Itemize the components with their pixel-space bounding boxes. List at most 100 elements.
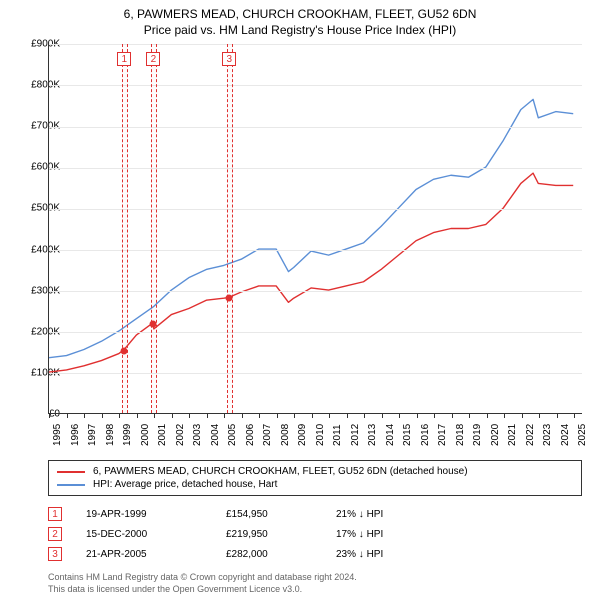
sales-row: 2 15-DEC-2000£219,95017% ↓ HPI [48, 524, 582, 544]
footer-line1: Contains HM Land Registry data © Crown c… [48, 572, 582, 584]
x-tick-label: 2012 [350, 424, 361, 446]
x-tick-label: 2025 [577, 424, 588, 446]
sales-row-date: 19-APR-1999 [86, 509, 226, 520]
x-tick-label: 2016 [420, 424, 431, 446]
legend-item: HPI: Average price, detached house, Hart [57, 478, 573, 491]
x-tick-label: 2020 [490, 424, 501, 446]
x-tick-label: 2011 [332, 424, 343, 446]
x-tick [137, 414, 138, 418]
line-chart-svg [49, 44, 582, 413]
legend-label: 6, PAWMERS MEAD, CHURCH CROOKHAM, FLEET,… [93, 466, 468, 477]
x-tick [434, 414, 435, 418]
x-tick-label: 1997 [87, 424, 98, 446]
sale-date-band [122, 44, 128, 413]
legend-item: 6, PAWMERS MEAD, CHURCH CROOKHAM, FLEET,… [57, 465, 573, 478]
x-tick-label: 2008 [280, 424, 291, 446]
legend: 6, PAWMERS MEAD, CHURCH CROOKHAM, FLEET,… [48, 460, 582, 496]
x-tick [207, 414, 208, 418]
x-tick [224, 414, 225, 418]
x-tick [49, 414, 50, 418]
gridline [49, 85, 582, 86]
x-tick-label: 2017 [437, 424, 448, 446]
x-tick-label: 2001 [157, 424, 168, 446]
title-subtitle: Price paid vs. HM Land Registry's House … [0, 22, 600, 38]
x-tick [312, 414, 313, 418]
x-tick [452, 414, 453, 418]
x-tick-label: 1998 [105, 424, 116, 446]
x-tick [172, 414, 173, 418]
x-tick [259, 414, 260, 418]
sales-table: 1 19-APR-1999£154,95021% ↓ HPI 2 15-DEC-200… [48, 504, 582, 564]
x-tick [189, 414, 190, 418]
x-tick-label: 2022 [525, 424, 536, 446]
x-tick-label: 2021 [507, 424, 518, 446]
sale-marker-dot [226, 295, 233, 302]
gridline [49, 44, 582, 45]
x-tick [102, 414, 103, 418]
x-tick [364, 414, 365, 418]
gridline [49, 209, 582, 210]
gridline [49, 291, 582, 292]
x-tick [522, 414, 523, 418]
sale-date-band [227, 44, 233, 413]
x-tick-label: 2007 [262, 424, 273, 446]
x-tick [487, 414, 488, 418]
gridline [49, 168, 582, 169]
sales-row: 1 19-APR-1999£154,95021% ↓ HPI [48, 504, 582, 524]
x-tick [557, 414, 558, 418]
x-tick-label: 1995 [52, 424, 63, 446]
x-tick-label: 2004 [210, 424, 221, 446]
sale-date-band [151, 44, 157, 413]
x-tick [399, 414, 400, 418]
chart-plot-area: 123 [48, 44, 582, 414]
sale-marker-box: 2 [146, 52, 160, 66]
legend-label: HPI: Average price, detached house, Hart [93, 479, 277, 490]
sales-row: 321-APR-2005£282,00023% ↓ HPI [48, 544, 582, 564]
x-tick-label: 2006 [245, 424, 256, 446]
x-tick-label: 2013 [367, 424, 378, 446]
sale-marker-box: 1 [117, 52, 131, 66]
sales-row-date: 21-APR-2005 [86, 549, 226, 560]
sales-row-marker: 2 [48, 527, 62, 541]
x-tick [382, 414, 383, 418]
x-tick [277, 414, 278, 418]
gridline [49, 250, 582, 251]
x-tick [347, 414, 348, 418]
sales-row-delta: 21% ↓ HPI [336, 509, 436, 520]
x-tick-label: 2000 [140, 424, 151, 446]
x-tick-label: 2014 [385, 424, 396, 446]
x-tick [469, 414, 470, 418]
sales-row-marker: 1 [48, 507, 62, 521]
x-tick-label: 2003 [192, 424, 203, 446]
x-tick [294, 414, 295, 418]
sales-row-marker: 3 [48, 547, 62, 561]
x-tick [539, 414, 540, 418]
x-tick [84, 414, 85, 418]
x-tick [329, 414, 330, 418]
x-tick-label: 1996 [70, 424, 81, 446]
footer: Contains HM Land Registry data © Crown c… [48, 572, 582, 595]
sales-row-price: £219,950 [226, 529, 336, 540]
gridline [49, 332, 582, 333]
x-tick-label: 2002 [175, 424, 186, 446]
x-tick-label: 2023 [542, 424, 553, 446]
x-tick-label: 2009 [297, 424, 308, 446]
x-tick-label: 2010 [315, 424, 326, 446]
x-tick [119, 414, 120, 418]
sales-row-delta: 17% ↓ HPI [336, 529, 436, 540]
sales-row-date: 15-DEC-2000 [86, 529, 226, 540]
gridline [49, 373, 582, 374]
x-tick [154, 414, 155, 418]
x-tick [574, 414, 575, 418]
gridline [49, 127, 582, 128]
x-tick [504, 414, 505, 418]
x-tick [67, 414, 68, 418]
x-tick-label: 2018 [455, 424, 466, 446]
x-tick-label: 2005 [227, 424, 238, 446]
sales-row-price: £154,950 [226, 509, 336, 520]
sale-marker-dot [121, 347, 128, 354]
title-block: 6, PAWMERS MEAD, CHURCH CROOKHAM, FLEET,… [0, 0, 600, 38]
chart-container: 6, PAWMERS MEAD, CHURCH CROOKHAM, FLEET,… [0, 0, 600, 590]
x-tick-label: 1999 [122, 424, 133, 446]
x-tick-label: 2019 [472, 424, 483, 446]
